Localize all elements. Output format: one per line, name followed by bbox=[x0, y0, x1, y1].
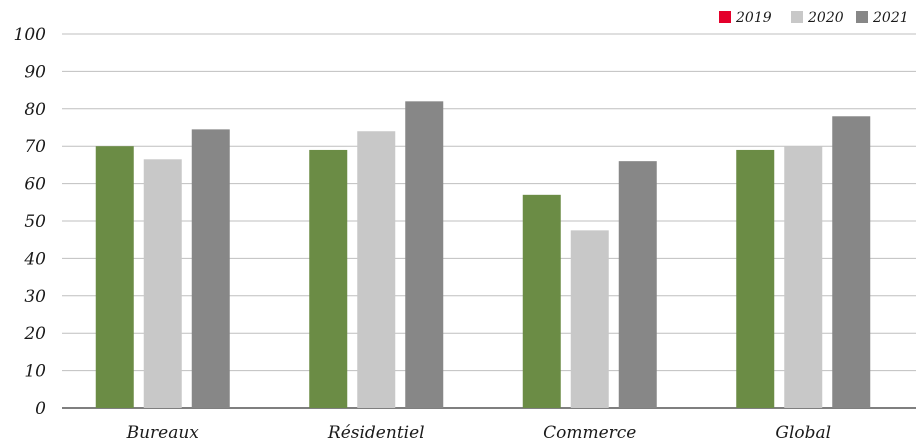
x-axis-labels: Bureaux Résidentiel Commerce Global bbox=[126, 423, 832, 443]
bar-global-2020 bbox=[784, 146, 823, 408]
bar-commerce-2021 bbox=[618, 161, 657, 408]
bar-global-2021 bbox=[832, 116, 871, 408]
y-tick-label: 10 bbox=[24, 362, 46, 382]
y-tick-label: 0 bbox=[35, 399, 46, 419]
legend-swatch-2019 bbox=[719, 11, 731, 23]
bar-global-2019 bbox=[736, 149, 775, 408]
bar-bureaux-2019 bbox=[95, 146, 134, 408]
bar-bureaux-2020 bbox=[143, 159, 182, 408]
y-tick-label: 40 bbox=[23, 249, 46, 269]
y-axis-ticks: 0 10 20 30 40 50 60 70 80 90 100 bbox=[14, 25, 47, 419]
x-category-label: Bureaux bbox=[126, 423, 200, 443]
y-tick-label: 20 bbox=[23, 324, 46, 344]
legend-label-2019: 2019 bbox=[735, 10, 772, 26]
bar-bureaux-2021 bbox=[191, 129, 230, 408]
y-tick-label: 30 bbox=[24, 287, 46, 307]
y-tick-label: 50 bbox=[24, 212, 46, 232]
bar-r-sidentiel-2019 bbox=[309, 149, 348, 408]
legend: 2019 2020 2021 bbox=[719, 10, 909, 26]
x-category-label: Résidentiel bbox=[327, 423, 425, 443]
legend-swatch-2020 bbox=[791, 11, 803, 23]
bars-layer bbox=[95, 101, 871, 409]
y-tick-label: 90 bbox=[24, 62, 46, 82]
x-category-label: Global bbox=[775, 423, 831, 443]
bar-r-sidentiel-2020 bbox=[357, 131, 396, 409]
y-tick-label: 60 bbox=[24, 175, 46, 195]
legend-label-2021: 2021 bbox=[872, 10, 909, 26]
legend-swatch-2021 bbox=[856, 11, 868, 23]
x-category-label: Commerce bbox=[543, 423, 636, 443]
y-tick-label: 70 bbox=[24, 137, 46, 157]
legend-label-2020: 2020 bbox=[807, 10, 844, 26]
bar-commerce-2020 bbox=[570, 230, 609, 408]
bar-r-sidentiel-2021 bbox=[405, 101, 444, 408]
bar-commerce-2019 bbox=[522, 194, 561, 408]
y-tick-label: 80 bbox=[24, 100, 46, 120]
y-tick-label: 100 bbox=[14, 25, 47, 45]
